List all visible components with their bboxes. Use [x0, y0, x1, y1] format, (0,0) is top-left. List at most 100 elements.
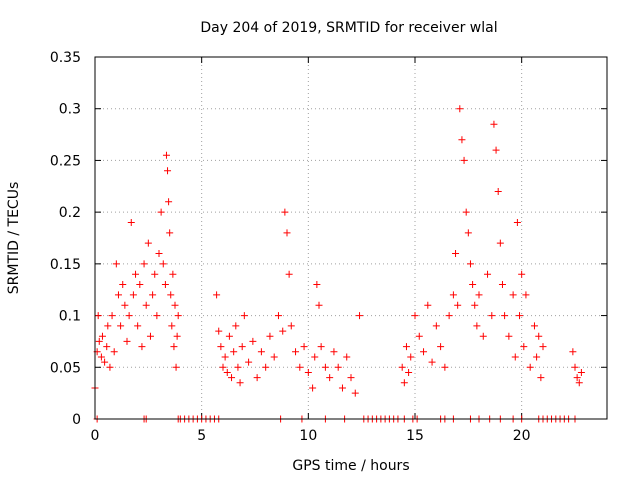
data-point: [119, 281, 127, 289]
data-point: [103, 343, 111, 351]
data-point: [159, 260, 167, 268]
data-point: [526, 363, 534, 371]
data-point: [315, 301, 323, 309]
data-point: [462, 208, 470, 216]
data-point: [471, 301, 479, 309]
data-point: [445, 312, 453, 320]
data-point: [245, 358, 253, 366]
data-point: [146, 332, 154, 340]
data-point: [236, 379, 244, 387]
chart-title: Day 204 of 2019, SRMTID for receiver wla…: [200, 20, 497, 36]
data-point: [398, 363, 406, 371]
data-point: [343, 353, 351, 361]
data-point: [168, 322, 176, 330]
data-point: [225, 332, 233, 340]
data-point: [473, 322, 481, 330]
x-tick-label: 15: [406, 428, 424, 444]
data-point: [452, 250, 460, 258]
plot-frame: [94, 56, 608, 420]
data-point: [402, 343, 410, 351]
data-point: [173, 332, 181, 340]
x-tick-labels: 0 5 10 15 20: [91, 428, 531, 444]
data-point: [292, 348, 300, 356]
data-point: [151, 270, 159, 278]
data-point: [281, 208, 289, 216]
data-point: [505, 332, 513, 340]
data-point: [428, 358, 436, 366]
y-tick-label: 0.2: [59, 205, 81, 221]
data-point: [153, 312, 161, 320]
data-point: [356, 312, 364, 320]
data-point: [161, 281, 169, 289]
y-tick-labels: 0 0.05 0.1 0.15 0.2 0.25 0.3 0.35: [50, 50, 81, 428]
data-point: [112, 260, 120, 268]
data-point: [144, 239, 152, 247]
data-point: [492, 146, 500, 154]
data-point: [351, 389, 359, 397]
data-point: [518, 270, 526, 278]
data-point: [296, 363, 304, 371]
data-point: [140, 260, 148, 268]
data-point: [174, 312, 182, 320]
data-point: [516, 312, 524, 320]
data-point: [117, 322, 125, 330]
data-point: [97, 353, 105, 361]
data-point: [106, 363, 114, 371]
data-point: [522, 291, 530, 299]
y-axis-label: SRMTID / TECUs: [6, 182, 22, 295]
data-point: [232, 322, 240, 330]
data-point: [520, 343, 528, 351]
data-point: [464, 229, 472, 237]
data-point: [347, 374, 355, 382]
data-point: [230, 348, 238, 356]
data-point: [223, 368, 231, 376]
data-point: [283, 229, 291, 237]
y-tick-label: 0.05: [50, 360, 81, 376]
data-point: [155, 250, 163, 258]
data-point: [132, 270, 140, 278]
data-point: [571, 363, 579, 371]
data-point: [136, 281, 144, 289]
data-point: [142, 301, 150, 309]
data-point: [479, 332, 487, 340]
data-point: [300, 343, 308, 351]
data-point: [484, 270, 492, 278]
data-point: [123, 337, 131, 345]
x-tick-label: 0: [91, 428, 100, 444]
data-point: [494, 187, 502, 195]
data-point: [415, 332, 423, 340]
data-point: [95, 337, 103, 345]
data-point: [309, 384, 317, 392]
data-point: [110, 348, 118, 356]
data-point: [98, 332, 106, 340]
data-point: [530, 322, 538, 330]
y-tick-label: 0.15: [50, 257, 81, 273]
data-point: [420, 348, 428, 356]
data-point: [238, 343, 246, 351]
data-point: [490, 120, 498, 128]
data-point: [213, 291, 221, 299]
data-point: [240, 312, 248, 320]
data-point: [511, 353, 519, 361]
data-point: [338, 384, 346, 392]
y-tick-label: 0.1: [59, 309, 81, 325]
data-point: [114, 291, 122, 299]
data-point: [108, 312, 116, 320]
data-point: [488, 312, 496, 320]
data-point: [157, 208, 165, 216]
data-point: [219, 363, 227, 371]
data-point: [257, 348, 265, 356]
data-point: [221, 353, 229, 361]
data-point: [287, 322, 295, 330]
data-point: [509, 291, 517, 299]
data-point: [577, 368, 585, 376]
data-point: [513, 218, 521, 226]
data-point: [170, 343, 178, 351]
data-point: [249, 337, 257, 345]
y-tick-label: 0.35: [50, 50, 81, 66]
data-point: [475, 291, 483, 299]
data-point: [456, 105, 464, 113]
data-point: [266, 332, 274, 340]
data-point: [149, 291, 157, 299]
